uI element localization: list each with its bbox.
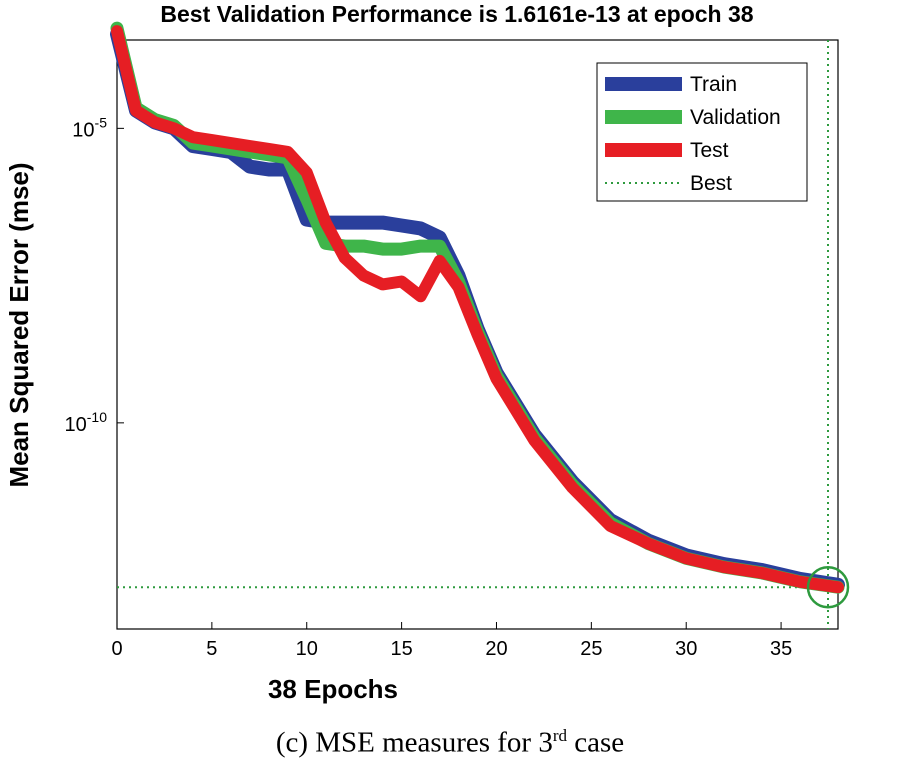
series-line-test <box>111 25 844 594</box>
best-marker <box>806 566 850 609</box>
legend-label-validation: Validation <box>690 106 781 129</box>
y-tick-label: 10-10 <box>65 409 108 436</box>
x-tick-labels: 0 5 10 15 20 25 30 35 <box>111 622 792 660</box>
x-tick-label: 25 <box>580 638 602 660</box>
x-tick-label: 35 <box>770 638 792 660</box>
x-tick-label: 20 <box>485 638 507 660</box>
legend-label-best: Best <box>690 172 732 195</box>
caption-suffix: case <box>567 726 625 759</box>
legend-label-train: Train <box>690 73 737 96</box>
mse-chart: Best Validation Performance is 1.6161e-1… <box>4 1 850 704</box>
x-tick-label: 5 <box>206 638 217 660</box>
y-tick-labels: 10-5 10-10 <box>65 114 124 436</box>
figure-caption: (c) MSE measures for 3rd case <box>0 726 900 760</box>
legend: Train Validation Test Best <box>596 62 808 202</box>
chart-title: Best Validation Performance is 1.6161e-1… <box>160 1 753 27</box>
y-axis-label: Mean Squared Error (mse) <box>4 162 34 487</box>
y-tick-label: 10-5 <box>72 114 107 141</box>
x-tick-label: 10 <box>296 638 318 660</box>
legend-label-test: Test <box>690 139 729 162</box>
x-tick-label: 15 <box>390 638 412 660</box>
x-tick-label: 30 <box>675 638 697 660</box>
x-tick-label: 0 <box>111 638 122 660</box>
x-axis-label: 38 Epochs <box>268 674 398 704</box>
caption-prefix: (c) MSE measures for 3 <box>275 726 553 759</box>
caption-superscript: rd <box>552 726 568 745</box>
